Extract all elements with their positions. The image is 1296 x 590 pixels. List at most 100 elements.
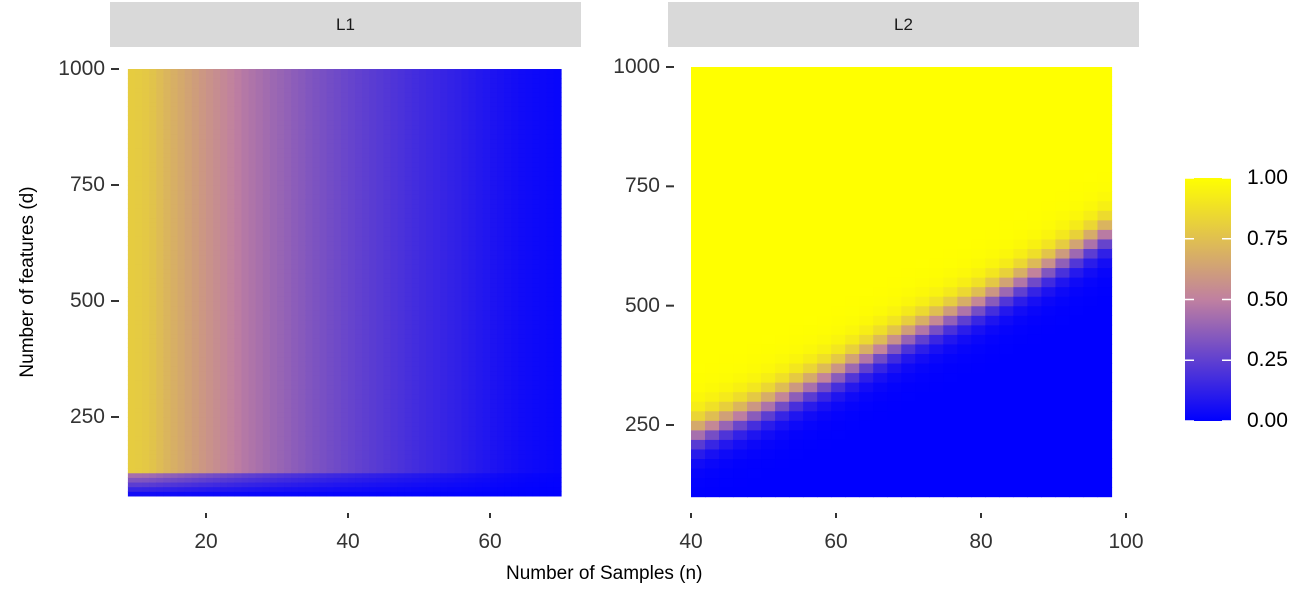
- heatmap-cell: [198, 486, 207, 492]
- heatmap-cell: [369, 124, 377, 130]
- heatmap-cell: [191, 120, 200, 126]
- heatmap-cell: [333, 240, 342, 246]
- heatmap-cell: [319, 133, 328, 140]
- heatmap-cell: [213, 435, 221, 441]
- heatmap-cell: [454, 147, 463, 154]
- heatmap-cell: [440, 240, 448, 246]
- heatmap-cell: [206, 310, 214, 316]
- heatmap-cell: [262, 412, 271, 418]
- heatmap-cell: [397, 194, 406, 200]
- heatmap-cell: [255, 110, 264, 116]
- heatmap-cell: [348, 115, 356, 121]
- heatmap-cell: [305, 175, 314, 181]
- heatmap-cell: [482, 398, 491, 404]
- heatmap-cell: [468, 305, 477, 311]
- heatmap-cell: [369, 273, 377, 279]
- heatmap-cell: [156, 333, 164, 339]
- heatmap-cell: [397, 226, 406, 232]
- heatmap-cell: [447, 208, 456, 214]
- heatmap-cell: [333, 472, 342, 478]
- heatmap-cell: [326, 481, 335, 488]
- heatmap-cell: [376, 138, 385, 144]
- heatmap-cell: [191, 147, 200, 154]
- heatmap-cell: [390, 166, 399, 172]
- heatmap-cell: [504, 356, 512, 362]
- heatmap-cell: [326, 333, 335, 339]
- heatmap-cell: [198, 328, 207, 335]
- heatmap-cell: [269, 310, 278, 316]
- heatmap-cell: [284, 143, 292, 149]
- heatmap-cell: [468, 212, 477, 219]
- heatmap-cell: [468, 356, 477, 362]
- heatmap-cell: [284, 138, 292, 144]
- heatmap-cell: [277, 426, 285, 432]
- heatmap-cell: [468, 129, 477, 135]
- heatmap-cell: [227, 407, 235, 413]
- heatmap-cell: [326, 417, 335, 423]
- heatmap-cell: [241, 379, 250, 386]
- heatmap-cell: [177, 263, 186, 270]
- heatmap-cell: [468, 268, 477, 274]
- heatmap-cell: [170, 449, 179, 455]
- heatmap-cell: [220, 120, 228, 126]
- heatmap-cell: [319, 301, 328, 307]
- heatmap-cell: [206, 78, 214, 84]
- heatmap-cell: [426, 301, 434, 307]
- heatmap-cell: [241, 393, 250, 400]
- heatmap-cell: [213, 365, 221, 372]
- heatmap-cell: [468, 296, 477, 302]
- heatmap-cell: [504, 171, 512, 177]
- heatmap-cell: [419, 143, 427, 149]
- heatmap-cell: [326, 152, 335, 158]
- heatmap-cell: [369, 240, 377, 246]
- heatmap-cell: [340, 444, 349, 451]
- heatmap-cell: [348, 347, 356, 353]
- heatmap-cell: [291, 268, 299, 274]
- heatmap-cell: [419, 198, 427, 205]
- heatmap-cell: [504, 319, 512, 325]
- heatmap-cell: [312, 356, 321, 362]
- heatmap-cell: [191, 133, 200, 140]
- heatmap-cell: [390, 384, 399, 390]
- heatmap-cell: [127, 78, 136, 84]
- heatmap-cell: [255, 231, 264, 237]
- heatmap-cell: [262, 166, 271, 172]
- heatmap-cell: [298, 305, 306, 311]
- heatmap-cell: [255, 101, 264, 107]
- heatmap-cell: [397, 291, 406, 297]
- heatmap-cell: [234, 407, 243, 413]
- heatmap-cell: [482, 185, 491, 191]
- heatmap-cell: [482, 486, 491, 492]
- heatmap-cell: [333, 143, 342, 149]
- heatmap-cell: [419, 328, 427, 335]
- heatmap-cell: [234, 101, 243, 107]
- heatmap-cell: [206, 277, 214, 284]
- heatmap-cell: [426, 491, 434, 497]
- heatmap-cell: [369, 407, 377, 413]
- heatmap-cell: [248, 101, 257, 107]
- heatmap-cell: [198, 347, 207, 353]
- heatmap-cell: [241, 328, 250, 335]
- heatmap-cell: [482, 78, 491, 84]
- heatmap-cell: [220, 324, 228, 330]
- heatmap-cell: [369, 477, 377, 483]
- heatmap-cell: [340, 120, 349, 126]
- heatmap-cell: [348, 152, 356, 158]
- heatmap-cell: [404, 231, 413, 237]
- heatmap-cell: [426, 226, 434, 232]
- heatmap-cell: [198, 379, 207, 386]
- heatmap-cell: [433, 166, 441, 172]
- heatmap-cell: [454, 370, 463, 376]
- heatmap-cell: [397, 236, 406, 242]
- heatmap-cell: [397, 245, 406, 251]
- heatmap-cell: [298, 129, 306, 135]
- heatmap-cell: [127, 152, 136, 158]
- heatmap-cell: [191, 454, 200, 460]
- heatmap-cell: [440, 87, 448, 93]
- heatmap-cell: [362, 198, 370, 205]
- heatmap-cell: [369, 338, 377, 344]
- heatmap-cell: [440, 449, 448, 455]
- heatmap-cell: [419, 481, 427, 488]
- heatmap-cell: [404, 481, 413, 488]
- heatmap-cell: [312, 82, 321, 89]
